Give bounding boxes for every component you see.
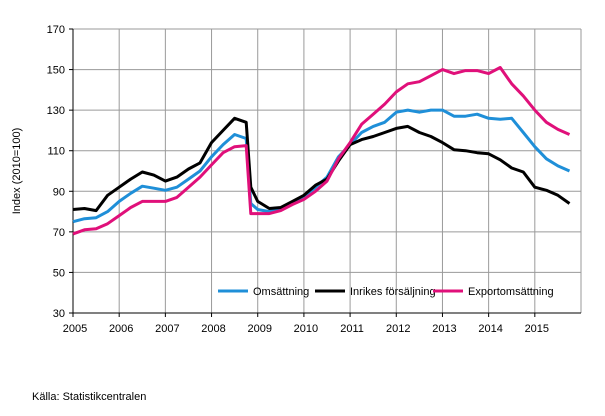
y-tick-label: 150 xyxy=(47,65,65,77)
x-tick-label: 2009 xyxy=(247,323,271,335)
x-tick-label: 2015 xyxy=(525,323,549,335)
source-note: Källa: Statistikcentralen xyxy=(32,391,147,403)
y-tick-label: 130 xyxy=(47,105,65,117)
legend-label-0: Omsättning xyxy=(253,286,309,298)
series-line-1 xyxy=(72,116,571,213)
x-tick-label: 2007 xyxy=(155,323,179,335)
x-tick-label: 2006 xyxy=(109,323,133,335)
x-tick-label: 2011 xyxy=(340,323,364,335)
series-line-0 xyxy=(72,108,571,224)
legend-label-2: Exportomsättning xyxy=(468,286,554,298)
y-tick-label: 50 xyxy=(53,267,65,279)
y-tick-label: 110 xyxy=(47,146,65,158)
x-tick-label: 2010 xyxy=(294,323,318,335)
y-tick-label: 90 xyxy=(53,186,65,198)
x-tick-label: 2005 xyxy=(63,323,87,335)
x-tick-label: 2008 xyxy=(201,323,225,335)
series-line-2 xyxy=(72,66,571,236)
x-tick-label: 2014 xyxy=(478,323,502,335)
x-tick-label: 2013 xyxy=(432,323,456,335)
y-tick-label: 30 xyxy=(53,308,65,320)
legend-label-1: Inrikes försäljning xyxy=(350,286,436,298)
y-axis-label: Index (2010=100) xyxy=(11,128,23,215)
y-tick-label: 170 xyxy=(47,24,65,36)
x-tick-label: 2012 xyxy=(386,323,410,335)
y-tick-label: 70 xyxy=(53,227,65,239)
